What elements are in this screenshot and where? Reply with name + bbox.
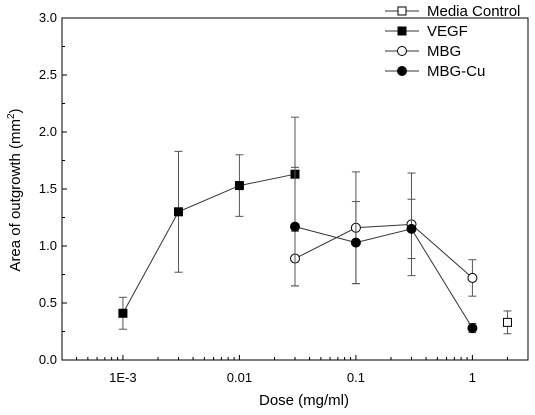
series-vegf (118, 116, 300, 330)
x-axis-title: Dose (mg/ml) (259, 392, 349, 409)
y-axis-title-main: Area of outgrowth (mm (7, 119, 24, 272)
x-tick-label: 1 (469, 370, 476, 385)
y-tick-label: 3.0 (39, 10, 57, 25)
legend-label: MBG (427, 43, 461, 60)
y-axis-title-superscript: 2 (6, 113, 17, 119)
data-point (350, 237, 361, 248)
legend-marker (397, 26, 407, 36)
y-tick-label: 1.0 (39, 238, 57, 253)
y-axis-title: Area of outgrowth (mm2) (6, 108, 24, 271)
x-tick-label: 1E-3 (109, 370, 136, 385)
y-tick-label: 1.5 (39, 181, 57, 196)
legend-item-mbg-cu: MBG-Cu (385, 63, 485, 80)
series-mbg-cu (290, 166, 478, 334)
legend: Media Control VEGF MBG MBG-Cu (385, 3, 520, 80)
y-tick-label: 2.0 (39, 124, 57, 139)
y-tick-label: 0.0 (39, 352, 57, 367)
data-point (234, 181, 244, 191)
y-tick-label: 2.5 (39, 67, 57, 82)
legend-item-media-control: Media Control (385, 3, 520, 20)
data-point (174, 207, 183, 217)
series-mbg (290, 171, 478, 297)
data-point (406, 223, 417, 234)
plot-area (118, 116, 512, 335)
legend-marker (397, 66, 407, 76)
data-point (467, 323, 478, 334)
data-point (118, 308, 128, 318)
legend-label: Media Control (427, 3, 520, 20)
series-line (294, 226, 473, 329)
data-point (290, 221, 300, 232)
legend-label: MBG-Cu (427, 63, 485, 80)
series-line (294, 223, 473, 279)
legend-item-mbg: MBG (385, 43, 461, 60)
series-line (122, 173, 296, 314)
y-tick-label: 0.5 (39, 295, 57, 310)
x-tick-label: 0.1 (347, 370, 365, 385)
data-point (467, 272, 478, 283)
legend-marker (397, 6, 407, 16)
y-axis-title-close: ) (7, 108, 24, 113)
legend-item-vegf: VEGF (385, 23, 468, 40)
legend-label: VEGF (427, 23, 468, 40)
legend-marker (397, 46, 407, 56)
axes: 0.0 0.5 1.0 1.5 2.0 2.5 3.0 1E-3 0.01 0.1 1 (39, 10, 529, 385)
data-point (502, 317, 512, 327)
series-media-control (502, 310, 512, 335)
x-tick-label: 0.01 (227, 370, 252, 385)
